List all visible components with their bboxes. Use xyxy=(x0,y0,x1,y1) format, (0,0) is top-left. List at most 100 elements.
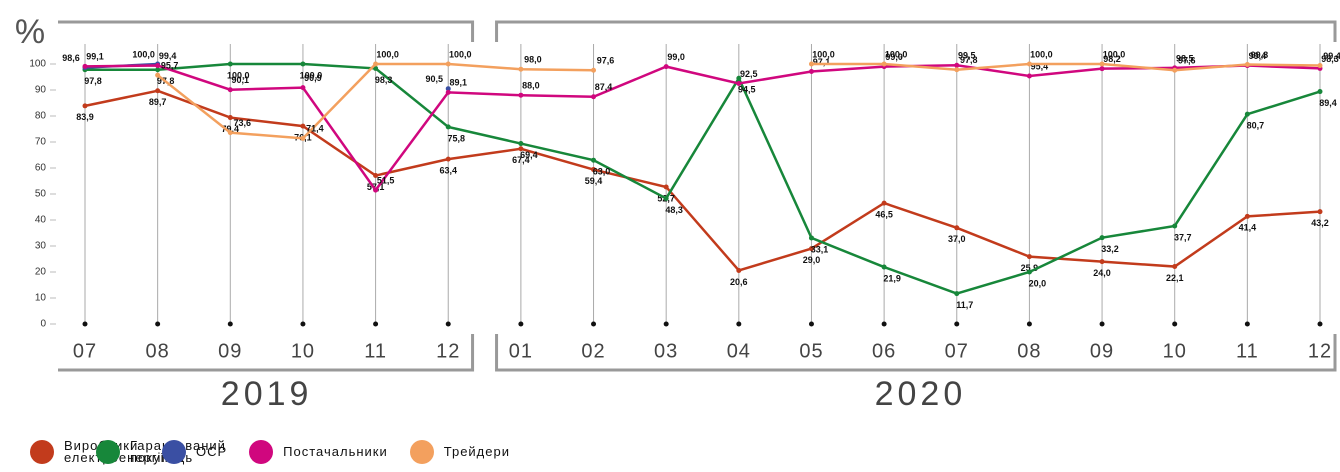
value-label: 67,4 xyxy=(512,155,530,165)
value-label: 98,3 xyxy=(375,75,393,85)
point xyxy=(736,267,742,273)
point xyxy=(373,65,379,71)
point xyxy=(808,61,814,67)
value-label: 37,7 xyxy=(1174,232,1192,242)
legend-item: Виробники електроенергії xyxy=(30,439,165,464)
chart: % 0 10 20 30 40 50 60 70 80 90 100 07 08 09 10 11 12 01 02… xyxy=(15,13,1340,413)
point xyxy=(663,64,669,70)
axis-dot xyxy=(1244,321,1250,327)
value-label: 95,7 xyxy=(161,61,179,71)
value-label: 83,9 xyxy=(76,112,94,122)
y-axis-label: % xyxy=(15,13,45,51)
value-label: 69,4 xyxy=(520,150,538,160)
legend-swatch xyxy=(249,440,274,464)
axis-dot xyxy=(736,321,742,327)
value-label: 97,6 xyxy=(597,56,615,66)
axis-dot xyxy=(300,321,306,327)
legend-label: Постачальники xyxy=(283,444,388,459)
axis-dot xyxy=(82,321,88,327)
point xyxy=(1244,111,1250,117)
point xyxy=(1026,254,1032,260)
value-label: 25,9 xyxy=(1021,263,1039,273)
value-label: 41,4 xyxy=(1239,223,1257,233)
axis-dot xyxy=(1026,321,1032,327)
value-label: 99,0 xyxy=(667,52,685,62)
point xyxy=(881,264,887,270)
legend-swatch xyxy=(30,440,54,464)
value-label: 99,1 xyxy=(86,52,104,62)
value-label: 99,8 xyxy=(1251,50,1269,60)
value-label: 20,0 xyxy=(1029,278,1047,288)
value-label: 63,0 xyxy=(593,167,611,177)
value-label: 97,8 xyxy=(84,76,102,86)
value-label: 99,4 xyxy=(1249,51,1267,61)
value-label: 59,4 xyxy=(585,176,603,186)
point xyxy=(954,67,960,73)
point xyxy=(82,103,88,109)
point xyxy=(300,135,306,141)
point xyxy=(300,61,306,67)
point xyxy=(591,94,597,100)
point xyxy=(518,141,524,147)
axis-dot xyxy=(1317,321,1323,327)
value-label: 63,4 xyxy=(439,166,457,176)
y-tick-label: 50 xyxy=(35,189,47,200)
x-tick-label: 12 xyxy=(1308,340,1332,362)
point xyxy=(518,92,524,98)
value-label: 87,4 xyxy=(595,82,613,92)
y-tick-label: 90 xyxy=(35,85,47,96)
value-label: 100,0 xyxy=(1103,49,1126,59)
x-tick-label: 03 xyxy=(654,340,678,362)
point xyxy=(227,61,233,67)
axis-dot xyxy=(445,321,451,327)
value-label: 100,0 xyxy=(812,49,835,59)
x-tick-label: 11 xyxy=(364,340,387,362)
x-tick-label: 09 xyxy=(218,340,242,362)
point xyxy=(1099,235,1105,241)
value-label: 43,2 xyxy=(1311,218,1329,228)
point xyxy=(373,61,379,67)
x-tick-label: 10 xyxy=(1163,340,1187,362)
x-tick-label: 09 xyxy=(1090,340,1114,362)
point xyxy=(155,63,161,69)
point xyxy=(1172,264,1178,270)
axis-dot xyxy=(155,321,161,327)
value-label: 79,4 xyxy=(222,124,240,134)
point xyxy=(1244,213,1250,219)
value-label: 100,0 xyxy=(227,70,250,80)
x-tick-label: 05 xyxy=(799,340,823,362)
point xyxy=(663,184,669,190)
point xyxy=(1099,66,1105,72)
x-tick-label: 04 xyxy=(727,340,751,362)
value-label: 24,0 xyxy=(1093,268,1111,278)
point xyxy=(591,167,597,173)
value-label: 89,4 xyxy=(1319,98,1337,108)
x-tick-label: 08 xyxy=(146,340,170,362)
value-label: 11,7 xyxy=(956,300,973,310)
point xyxy=(445,156,451,162)
x-tick-label: 08 xyxy=(1017,340,1041,362)
point xyxy=(591,67,597,73)
x-tick-label: 10 xyxy=(291,340,315,362)
value-label: 98,0 xyxy=(524,55,542,65)
y-tick-label: 70 xyxy=(35,137,47,148)
legend-label: Виробники електроенергії xyxy=(64,439,165,464)
value-label: 98,5 xyxy=(1176,53,1194,63)
value-label: 100,0 xyxy=(300,70,323,80)
value-label: 100,0 xyxy=(885,49,908,59)
group-bracket-bottom xyxy=(495,334,1337,372)
value-label: 73,6 xyxy=(234,118,252,128)
x-tick-label: 06 xyxy=(872,340,896,362)
point xyxy=(808,235,814,241)
value-label: 98,2 xyxy=(1103,54,1121,64)
axis-dot xyxy=(518,321,524,327)
y-tick-label: 20 xyxy=(35,267,47,278)
axis-dot xyxy=(373,321,379,327)
group-label: 2019 xyxy=(221,375,313,413)
point xyxy=(954,291,960,297)
x-tick-label: 11 xyxy=(1236,340,1259,362)
point xyxy=(373,187,379,193)
group-bracket-top xyxy=(58,20,475,42)
y-tick-label: 40 xyxy=(35,215,47,226)
